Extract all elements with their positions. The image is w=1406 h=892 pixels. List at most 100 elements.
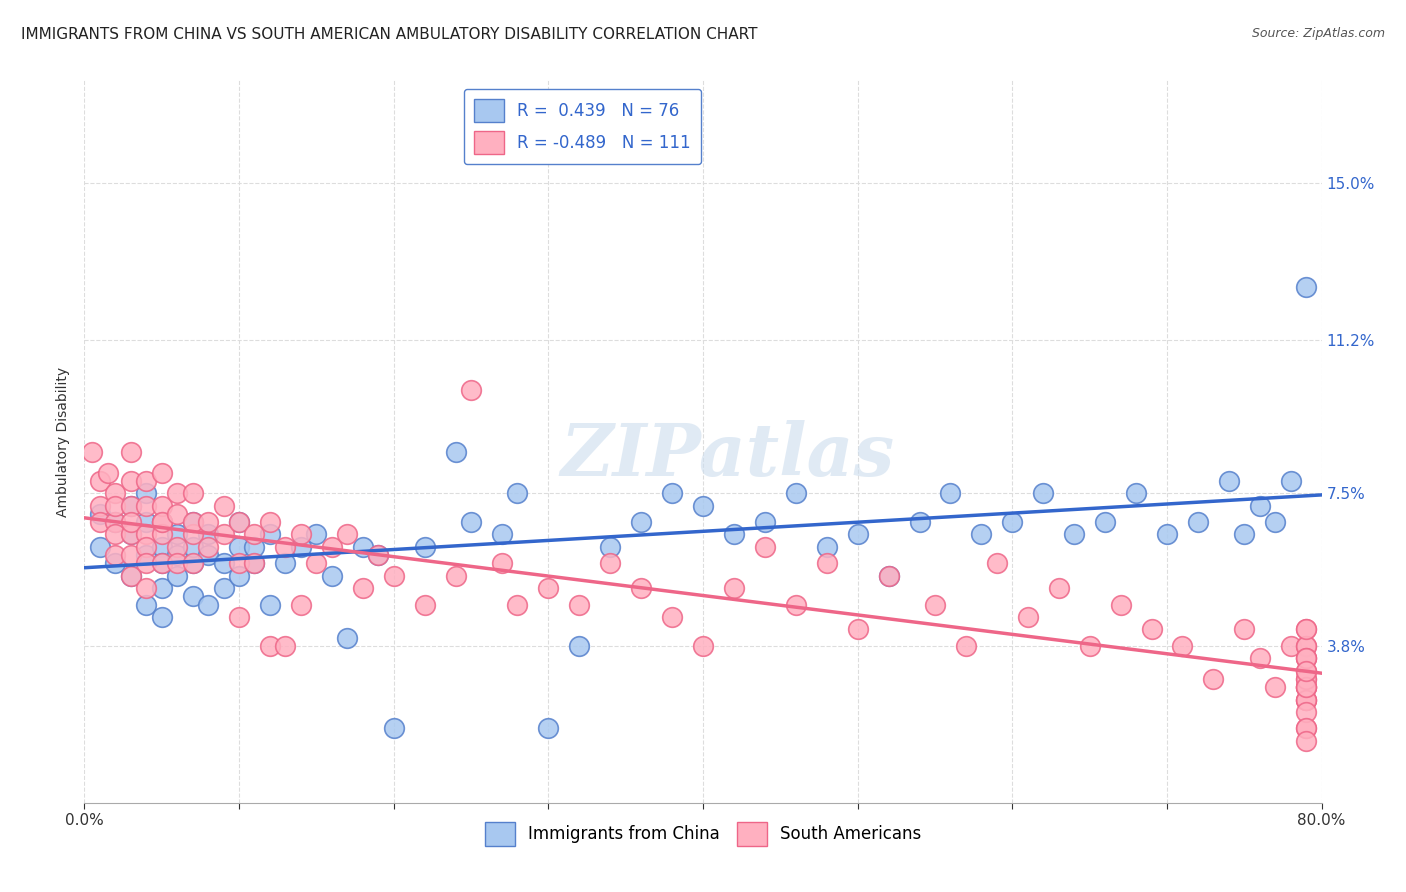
Point bbox=[135, 474, 157, 488]
Point bbox=[846, 623, 869, 637]
Point bbox=[228, 557, 250, 571]
Point bbox=[166, 527, 188, 541]
Point bbox=[1156, 527, 1178, 541]
Point bbox=[150, 557, 173, 571]
Point bbox=[661, 486, 683, 500]
Point bbox=[150, 515, 173, 529]
Point bbox=[692, 639, 714, 653]
Point bbox=[1032, 486, 1054, 500]
Point bbox=[135, 548, 157, 562]
Point bbox=[367, 548, 389, 562]
Point bbox=[197, 515, 219, 529]
Point bbox=[181, 557, 204, 571]
Point bbox=[1295, 651, 1317, 665]
Point bbox=[939, 486, 962, 500]
Y-axis label: Ambulatory Disability: Ambulatory Disability bbox=[56, 367, 70, 516]
Point bbox=[1295, 672, 1317, 686]
Text: Source: ZipAtlas.com: Source: ZipAtlas.com bbox=[1251, 27, 1385, 40]
Point bbox=[1017, 610, 1039, 624]
Point bbox=[150, 466, 173, 480]
Point bbox=[986, 557, 1008, 571]
Point bbox=[104, 486, 127, 500]
Point bbox=[1109, 598, 1132, 612]
Point bbox=[321, 540, 343, 554]
Point bbox=[228, 540, 250, 554]
Point bbox=[785, 598, 807, 612]
Point bbox=[1171, 639, 1194, 653]
Point bbox=[150, 581, 173, 595]
Point bbox=[104, 557, 127, 571]
Point bbox=[877, 568, 900, 582]
Text: ZIPatlas: ZIPatlas bbox=[561, 420, 894, 491]
Point bbox=[1295, 722, 1317, 736]
Point bbox=[135, 557, 157, 571]
Point bbox=[506, 598, 529, 612]
Point bbox=[89, 540, 111, 554]
Point bbox=[166, 486, 188, 500]
Point bbox=[135, 499, 157, 513]
Point bbox=[120, 568, 142, 582]
Point bbox=[135, 527, 157, 541]
Point bbox=[305, 557, 328, 571]
Legend: Immigrants from China, South Americans: Immigrants from China, South Americans bbox=[478, 815, 928, 852]
Point bbox=[290, 527, 312, 541]
Point bbox=[1078, 639, 1101, 653]
Point bbox=[970, 527, 993, 541]
Point bbox=[243, 527, 266, 541]
Point bbox=[212, 557, 235, 571]
Point bbox=[181, 515, 204, 529]
Point bbox=[1001, 515, 1024, 529]
Point bbox=[259, 515, 281, 529]
Point bbox=[228, 610, 250, 624]
Point bbox=[135, 486, 157, 500]
Point bbox=[1295, 623, 1317, 637]
Point bbox=[1264, 515, 1286, 529]
Point bbox=[1125, 486, 1147, 500]
Point bbox=[754, 515, 776, 529]
Point bbox=[1295, 651, 1317, 665]
Point bbox=[197, 527, 219, 541]
Point bbox=[537, 581, 560, 595]
Point bbox=[568, 639, 591, 653]
Point bbox=[290, 540, 312, 554]
Point bbox=[1295, 692, 1317, 706]
Point bbox=[723, 527, 745, 541]
Point bbox=[89, 507, 111, 521]
Point bbox=[150, 527, 173, 541]
Point bbox=[1187, 515, 1209, 529]
Point bbox=[1295, 680, 1317, 694]
Point bbox=[150, 515, 173, 529]
Point bbox=[1279, 639, 1302, 653]
Point bbox=[367, 548, 389, 562]
Point bbox=[537, 722, 560, 736]
Point bbox=[692, 499, 714, 513]
Point bbox=[1233, 623, 1256, 637]
Point bbox=[181, 540, 204, 554]
Point bbox=[120, 499, 142, 513]
Point bbox=[243, 557, 266, 571]
Point bbox=[382, 722, 405, 736]
Point bbox=[290, 598, 312, 612]
Point bbox=[228, 515, 250, 529]
Point bbox=[89, 499, 111, 513]
Point bbox=[336, 631, 359, 645]
Point bbox=[661, 610, 683, 624]
Point bbox=[150, 540, 173, 554]
Point bbox=[352, 540, 374, 554]
Point bbox=[1295, 680, 1317, 694]
Point bbox=[166, 557, 188, 571]
Point bbox=[1264, 680, 1286, 694]
Point bbox=[1233, 527, 1256, 541]
Point bbox=[120, 568, 142, 582]
Point bbox=[181, 557, 204, 571]
Point bbox=[120, 515, 142, 529]
Point bbox=[1295, 692, 1317, 706]
Point bbox=[815, 557, 838, 571]
Point bbox=[785, 486, 807, 500]
Point bbox=[460, 383, 482, 397]
Point bbox=[89, 474, 111, 488]
Point bbox=[599, 540, 621, 554]
Point bbox=[1063, 527, 1085, 541]
Point bbox=[96, 466, 118, 480]
Point bbox=[491, 527, 513, 541]
